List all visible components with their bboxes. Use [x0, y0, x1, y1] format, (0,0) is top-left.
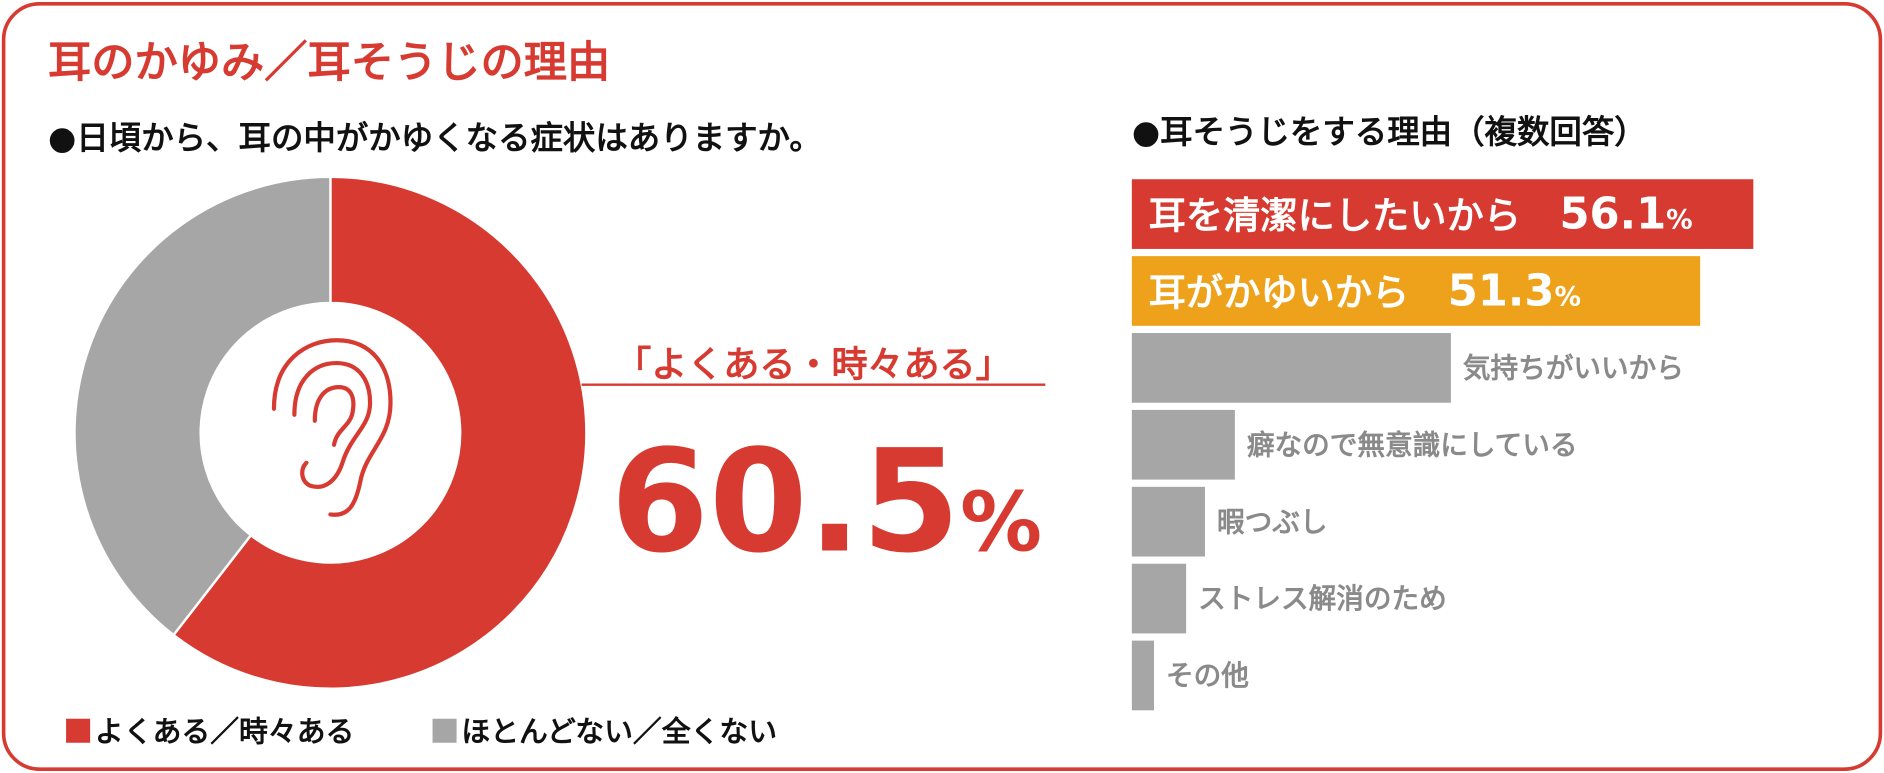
- bar-chart: 耳を清潔にしたいから 56.1% 耳がかゆいから 51.3% 気持ちがいいから癖なので無…: [1131, 179, 1754, 711]
- bar-category-label: 気持ちがいいから: [1463, 351, 1684, 384]
- bar-category-label: 暇つぶし: [1217, 505, 1328, 538]
- donut-slice: [171, 175, 588, 690]
- page-title: 耳のかゆみ／耳そうじの理由: [48, 38, 610, 88]
- value-label: 56.1%: [1559, 189, 1692, 239]
- bar-title: ●耳そうじをする理由（複数回答）: [1132, 113, 1647, 151]
- legend: よくある／時々ある ほとんどない／全くない: [66, 715, 777, 749]
- bar-category-label: 耳がかゆいから: [1149, 270, 1410, 314]
- bar: [1131, 563, 1187, 634]
- pie-title: ●日頃から、耳の中がかゆくなる症状はありますか。: [48, 119, 822, 157]
- bar-category-label: 癖なので無意識にしている: [1247, 428, 1578, 461]
- bar: [1131, 256, 1701, 326]
- value-label: 51.3%: [1448, 266, 1581, 316]
- bar-category-label: その他: [1166, 659, 1249, 692]
- legend-swatch: [432, 718, 457, 743]
- ear-icon: [271, 338, 393, 517]
- legend-label: ほとんどない／全くない: [461, 715, 777, 749]
- donut-chart: [73, 175, 588, 690]
- legend-swatch: [66, 718, 91, 743]
- bar: [1131, 640, 1154, 711]
- bar-category-label: ストレス解消のため: [1198, 582, 1447, 615]
- annotation: 「よくある・時々ある」: [615, 344, 1011, 385]
- bar: [1131, 486, 1205, 557]
- value-label: 60.5%: [610, 420, 1042, 585]
- bar: [1131, 179, 1754, 249]
- donut-slice: [73, 175, 332, 637]
- bar: [1131, 409, 1235, 480]
- bar-category-label: 耳を清潔にしたいから: [1149, 193, 1521, 237]
- legend-label: よくある／時々ある: [95, 715, 354, 749]
- bar: [1131, 333, 1451, 403]
